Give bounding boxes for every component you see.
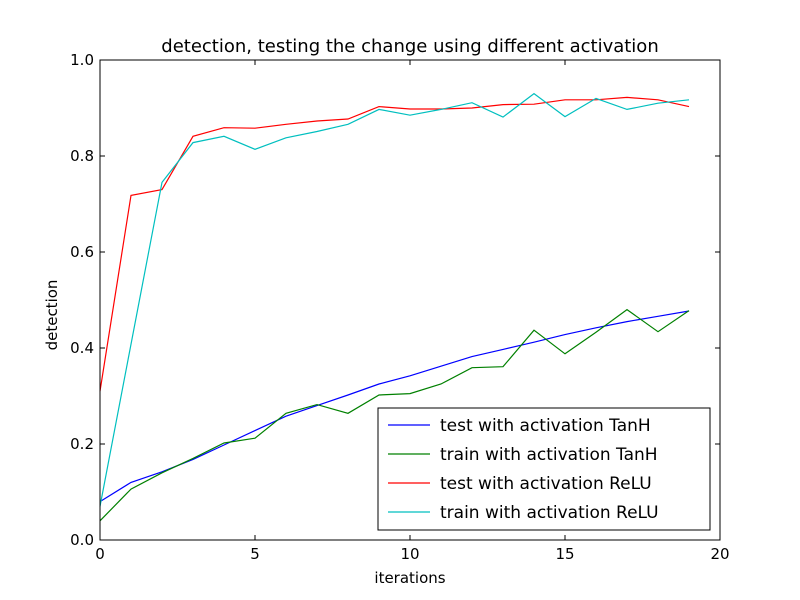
- legend: test with activation TanH train with acti…: [377, 407, 711, 531]
- y-tick-label: 0.4: [70, 339, 94, 357]
- y-tick-label: 0.8: [70, 147, 94, 165]
- x-tick-label: 10: [400, 545, 419, 563]
- series-layer: [99, 92, 690, 522]
- y-tick-label: 0.0: [70, 531, 94, 549]
- ticks-layer: 0 5 10 15 20 0.0 0.2 0.4 0.6 0.8 1.0: [70, 51, 729, 563]
- y-tick-label: 0.2: [70, 435, 94, 453]
- legend-label: test with activation ReLU: [440, 474, 652, 494]
- x-tick-label: 0: [95, 545, 105, 563]
- chart-title: detection, testing the change using diff…: [161, 36, 658, 57]
- legend-box: [377, 407, 711, 531]
- legend-label: test with activation TanH: [440, 416, 651, 436]
- x-tick-label: 15: [555, 545, 574, 563]
- series-line-3: [99, 96, 690, 392]
- legend-label: train with activation TanH: [440, 445, 658, 465]
- series-line-1: [99, 310, 690, 503]
- x-axis-label: iterations: [374, 569, 445, 587]
- x-tick-label: 20: [710, 545, 729, 563]
- series-line-2: [99, 308, 690, 522]
- y-tick-label: 1.0: [70, 51, 94, 69]
- y-axis-label: detection: [43, 280, 61, 351]
- legend-label: train with activation ReLU: [440, 503, 659, 523]
- y-tick-label: 0.6: [70, 243, 94, 261]
- x-tick-label: 5: [250, 545, 260, 563]
- series-line-4: [99, 92, 690, 507]
